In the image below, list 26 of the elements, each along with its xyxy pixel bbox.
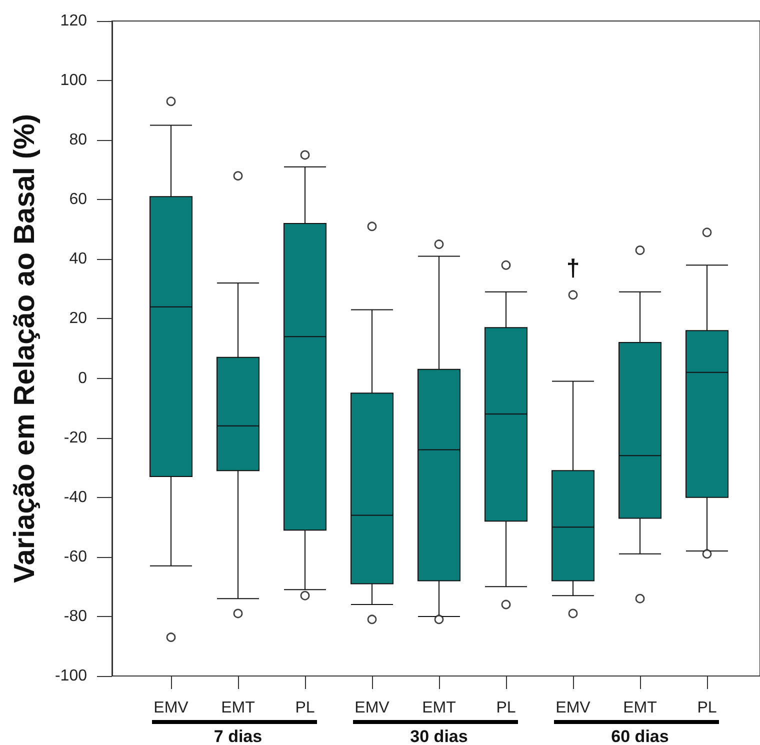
y-tick-label: 0 bbox=[78, 370, 88, 387]
y-tick-label: 80 bbox=[69, 132, 88, 149]
y-tick-label: -20 bbox=[64, 429, 88, 446]
x-tick-label: EMV bbox=[154, 700, 189, 716]
y-tick-label: 100 bbox=[60, 72, 88, 90]
x-tick-label: EMT bbox=[623, 700, 658, 716]
text: 30 dias bbox=[410, 727, 468, 745]
x-tick-label: EMT bbox=[422, 700, 456, 716]
y-tick-label: 60 bbox=[69, 191, 88, 208]
y-tick-label: -100 bbox=[54, 668, 88, 684]
y-tick-label: -40 bbox=[64, 488, 88, 506]
x-tick-label: PL bbox=[295, 700, 315, 716]
y-tick-label: 120 bbox=[60, 12, 88, 30]
x-tick-label: EMV bbox=[556, 700, 591, 716]
x-tick-label: PL bbox=[697, 700, 717, 716]
text: 60 dias bbox=[611, 727, 669, 745]
text: 7 dias bbox=[214, 727, 262, 745]
y-axis-title: Variação em Relação ao Basal (%) bbox=[9, 114, 41, 584]
x-tick-label: EMV bbox=[354, 700, 390, 716]
y-tick-label: 40 bbox=[69, 250, 88, 268]
annotation: † bbox=[566, 254, 580, 282]
y-tick-label: -80 bbox=[64, 608, 88, 625]
x-tick-label: EMT bbox=[221, 700, 256, 716]
y-tick-label: 20 bbox=[69, 310, 88, 328]
y-tick-label: -60 bbox=[64, 548, 88, 566]
x-tick-label: PL bbox=[496, 700, 516, 716]
